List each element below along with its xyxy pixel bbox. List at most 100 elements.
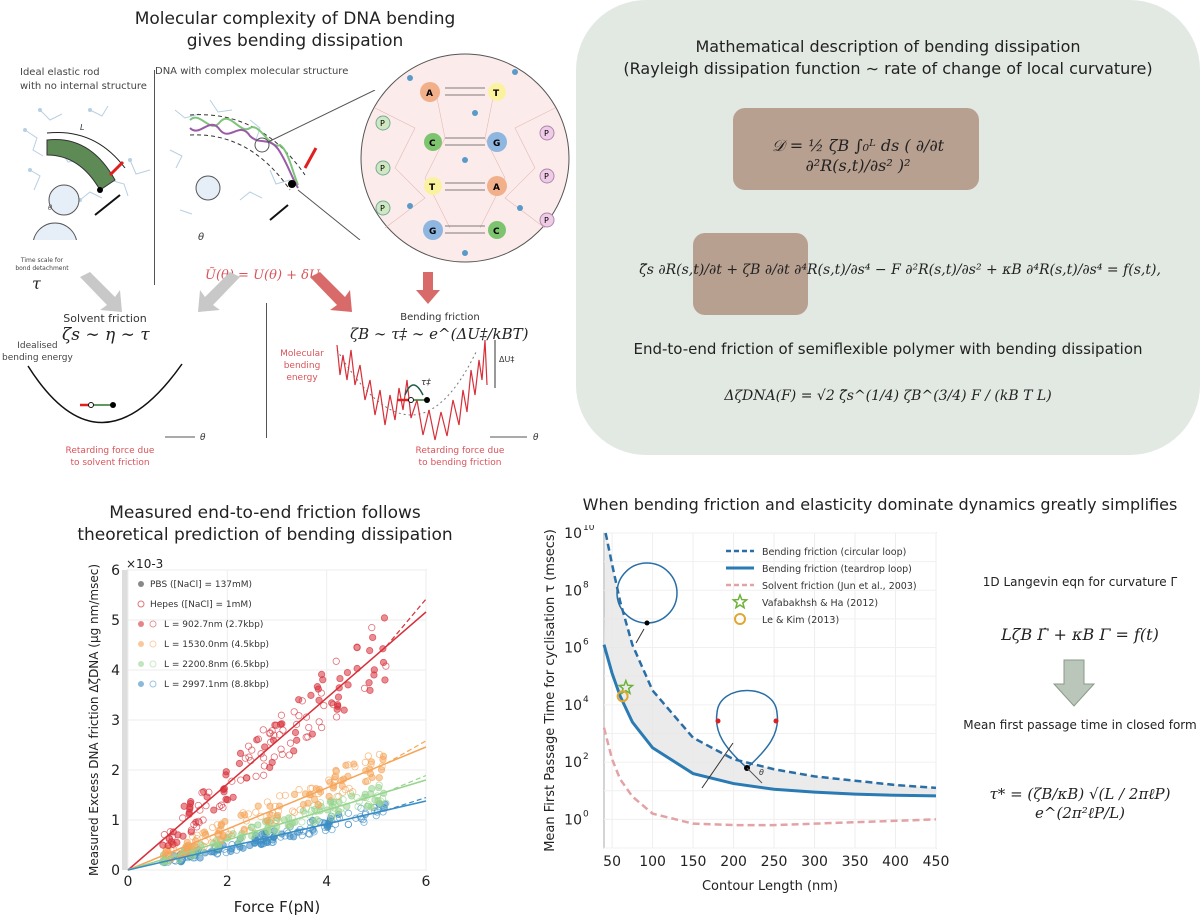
tau-dagger-label: τ‡ — [421, 378, 431, 388]
data-point — [302, 713, 311, 721]
data-point — [380, 614, 389, 622]
data-point — [333, 701, 342, 709]
data-point — [268, 811, 276, 820]
data-point — [295, 786, 303, 794]
divider-vertical — [154, 70, 155, 285]
red-arrow-down — [416, 272, 440, 304]
y-tick-label: 10 — [564, 583, 582, 599]
bl-title-line-2: theoretical prediction of bending dissip… — [77, 525, 453, 545]
data-point — [237, 776, 245, 784]
base-G-2: G — [423, 220, 443, 240]
x-tick-label: 200 — [720, 854, 747, 870]
y-tick-exponent: 4 — [583, 695, 589, 705]
fit-line — [127, 611, 427, 871]
data-point — [168, 833, 176, 841]
data-point — [351, 763, 359, 771]
base-T-2: T — [424, 177, 442, 195]
top-left-title: Molecular complexity of DNA bending give… — [60, 8, 530, 52]
data-point — [290, 747, 298, 755]
data-point — [348, 792, 356, 800]
bl-title-line-1: Measured end-to-end friction follows — [109, 503, 421, 523]
y-tick-exponent: 6 — [583, 638, 589, 648]
fit-line — [127, 800, 427, 871]
legend-entry: Hepes ([NaCl] = 1mM) — [150, 600, 252, 610]
data-point — [260, 762, 268, 770]
y-tick-label: 10 — [564, 812, 582, 828]
solvent-friction-equation: ζs ∼ η ∼ τ — [62, 325, 150, 345]
data-point — [364, 752, 372, 760]
legend-marker — [137, 600, 145, 608]
length-symbol: L — [80, 123, 84, 132]
data-point — [241, 811, 249, 819]
phosphate-right: P P P — [539, 125, 555, 228]
rayleigh-equation: 𝒟 = ½ ζB ∫₀ᴸ ds ( ∂/∂t ∂²R(s,t)/∂s² )² — [771, 136, 945, 175]
theta-axis-label-right: θ — [533, 433, 539, 443]
data-point — [244, 742, 253, 750]
flow-arrows — [80, 272, 440, 312]
data-point — [290, 808, 298, 817]
data-point — [277, 745, 285, 753]
base-label: T — [429, 183, 436, 193]
data-point — [254, 735, 262, 743]
data-point — [375, 781, 383, 789]
data-point — [180, 802, 188, 810]
y-tick-label: 4 — [111, 663, 120, 679]
theta-left: θ — [48, 204, 53, 212]
inset-pointer — [635, 628, 645, 644]
data-point — [317, 689, 325, 697]
data-point — [159, 841, 167, 849]
idealised-energy-plot: θ — [27, 363, 206, 443]
data-point — [279, 726, 287, 734]
data-point — [239, 809, 247, 817]
legend-marker — [149, 660, 157, 668]
y-tick-label: 2 — [111, 763, 120, 779]
y-tick-exponent: 0 — [583, 809, 589, 819]
x-tick-label: 100 — [639, 854, 666, 870]
fit-line-dashed — [386, 774, 427, 793]
dna-strand-purple — [189, 123, 299, 189]
x-tick-label: 300 — [801, 854, 828, 870]
dna-solvent-zoom — [195, 175, 221, 201]
bond-label-2: bond detachment — [15, 265, 69, 272]
curvature-langevin-equation: LζB Γ̇ + κB Γ = f(t) — [1001, 625, 1159, 644]
data-point — [277, 711, 286, 719]
inset-pointer — [701, 742, 734, 789]
fit-line — [127, 746, 427, 871]
y-tick-label: 10 — [564, 698, 582, 714]
data-point — [360, 818, 368, 826]
legend-marker — [149, 620, 157, 628]
zoom-circle-small — [48, 184, 80, 216]
data-point-star — [617, 678, 635, 695]
data-point — [260, 771, 268, 779]
theta-line — [746, 767, 763, 784]
data-point — [219, 831, 227, 839]
data-point — [374, 796, 382, 805]
base-T-1: T — [488, 83, 506, 101]
curvature-langevin-title: 1D Langevin eqn for curvature Γ — [982, 575, 1178, 589]
y-tick-exponent: 2 — [583, 752, 589, 762]
bond-zoom-circle — [33, 222, 77, 240]
theta-label: θ — [759, 768, 764, 777]
y-tick-label: 10 — [564, 526, 582, 542]
data-point — [242, 817, 250, 825]
data-point — [305, 723, 313, 732]
data-point — [332, 713, 341, 721]
data-point — [221, 817, 229, 826]
data-point — [367, 758, 376, 766]
data-point — [339, 788, 347, 797]
y-tick-exponent: 10 — [583, 525, 595, 533]
data-point — [257, 750, 265, 758]
data-point — [252, 808, 260, 816]
data-point — [266, 763, 274, 772]
data-point — [290, 790, 299, 799]
data-point — [199, 816, 207, 824]
legend-entry: Bending friction (teardrop loop) — [762, 564, 912, 575]
legend-marker — [138, 581, 144, 587]
dna-end-point — [288, 180, 296, 188]
down-arrow-icon — [1052, 659, 1096, 707]
x-tick-label: 150 — [680, 854, 707, 870]
legend-marker — [149, 680, 157, 688]
data-point — [330, 804, 338, 812]
molecular-illustration: L θ θ — [23, 90, 376, 240]
bottom-right-title: When bending friction and elasticity dom… — [582, 495, 1178, 514]
